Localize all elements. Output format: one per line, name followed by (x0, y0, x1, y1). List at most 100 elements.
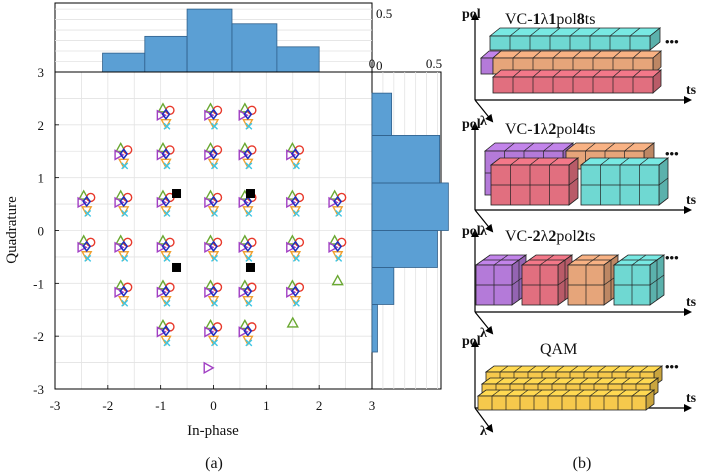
x-tick-label: 2 (316, 398, 323, 413)
marker-triangle-right (238, 286, 249, 298)
marker-triangle-right (286, 196, 297, 209)
block-4-title: QAM (540, 341, 577, 358)
marker-triangle-right (238, 326, 249, 338)
marker-triangle-right (114, 241, 125, 254)
marker-diamond (243, 148, 253, 160)
panel-a-label: (a) (205, 455, 223, 472)
marker-diamond (290, 195, 300, 208)
y-tick-label: -3 (33, 382, 44, 397)
marker-diamond (290, 285, 300, 297)
y-tick-label: 0 (38, 224, 45, 239)
y-tick-label: -1 (33, 276, 44, 291)
marker-triangle-up (239, 234, 251, 245)
marker-cross (211, 339, 218, 347)
block3-purple (474, 254, 528, 306)
y-ticks: 3 2 1 0 -1 -2 -3 (33, 65, 59, 397)
top-hist-tick-0: 0 (376, 58, 383, 73)
marker-triangle-up (286, 234, 299, 245)
marker-outlier-right-triangle (203, 361, 215, 375)
right-hist-bar (371, 304, 378, 353)
marker-triangle-up (157, 189, 169, 200)
marker-diamond (333, 195, 343, 208)
x-axis-label: In-phase (187, 423, 239, 439)
marker-diamond (161, 148, 171, 160)
marker-triangle-up (114, 189, 127, 200)
block4-row-3 (476, 389, 656, 411)
y-tick-label: -2 (33, 329, 44, 344)
marker-triangle-up (157, 318, 169, 330)
marker-diamond (209, 325, 218, 337)
marker-diamond (161, 325, 171, 337)
top-hist-bar (186, 8, 233, 73)
marker-cross (292, 162, 300, 170)
marker-triangle-up (78, 234, 90, 245)
marker-triangle-up (114, 234, 127, 245)
top-hist-bar (102, 52, 146, 73)
ellipsis: ••• (665, 34, 679, 49)
marker-diamond (209, 195, 218, 208)
axis-ts-label: ts (686, 83, 697, 98)
marker-cross (245, 299, 253, 307)
axis-lambda (474, 311, 494, 335)
marker-cross (211, 122, 218, 130)
marker-cross (163, 339, 171, 347)
x-tick-label: -2 (102, 398, 113, 413)
marker-triangle-up (204, 102, 217, 113)
marker-triangle-right (204, 286, 215, 298)
marker-diamond (209, 240, 218, 253)
marker-triangle-up (78, 189, 90, 200)
marker-triangle-right (286, 286, 297, 298)
ellipsis: ••• (665, 146, 679, 161)
marker-cross (211, 162, 218, 170)
marker-triangle-up (157, 279, 169, 290)
block-axes: pol ts λ ••• pol ts λ ••• pol ts λ ••• pol ts λ ••• (462, 7, 697, 439)
marker-triangle-right (204, 149, 215, 161)
x-tick-label: -1 (155, 398, 166, 413)
marker-triangle-right (286, 241, 297, 254)
block2-cyan (579, 157, 670, 206)
right-hist-bar (371, 230, 438, 268)
marker-triangle-right (204, 196, 215, 209)
right-hist-bar (371, 182, 449, 231)
x-ticks: -3 -2 -1 0 1 2 3 (50, 385, 375, 413)
marker-diamond (290, 240, 300, 253)
marker-diamond (243, 108, 253, 120)
top-hist-bars (102, 8, 320, 73)
marker-triangle-right (204, 241, 215, 254)
marker-triangle-up (286, 279, 299, 290)
marker-black-square (172, 262, 182, 272)
marker-triangle-up (157, 141, 169, 153)
right-hist-bar (371, 134, 441, 184)
marker-triangle-right (328, 196, 339, 209)
marker-cross (335, 209, 343, 217)
marker-cross (292, 209, 300, 217)
marker-cross (292, 254, 300, 262)
x-tick-label: 1 (263, 398, 270, 413)
marker-cross (211, 254, 218, 262)
marker-triangle-right (238, 149, 249, 161)
marker-triangle-right (204, 109, 215, 121)
marker-triangle-right (77, 241, 88, 254)
block-diagrams: VC-1λ1pol8ts VC-1λ2pol4ts VC-2λ2pol2ts Q… (462, 7, 697, 439)
marker-cross (245, 162, 253, 170)
marker-cross (245, 209, 253, 217)
marker-triangle-up (328, 234, 341, 245)
axis-lambda (474, 99, 494, 123)
marker-triangle-right (238, 196, 249, 209)
block3-orange (566, 254, 620, 306)
marker-diamond (243, 285, 253, 297)
marker-diamond (161, 108, 171, 120)
marker-diamond (119, 285, 129, 297)
marker-triangle-up (286, 141, 299, 153)
axis-pol-label: pol (462, 224, 481, 239)
marker-triangle-up (204, 234, 217, 245)
marker-cross (84, 254, 92, 262)
axis-ts-label: ts (686, 295, 697, 310)
marker-triangle-up (114, 279, 127, 290)
marker-black-square (245, 189, 255, 199)
top-hist-bar (144, 35, 188, 73)
marker-outlier-triangle (331, 274, 344, 286)
marker-triangle-right (156, 286, 167, 298)
marker-diamond (209, 285, 218, 297)
marker-triangle-up (157, 234, 169, 245)
